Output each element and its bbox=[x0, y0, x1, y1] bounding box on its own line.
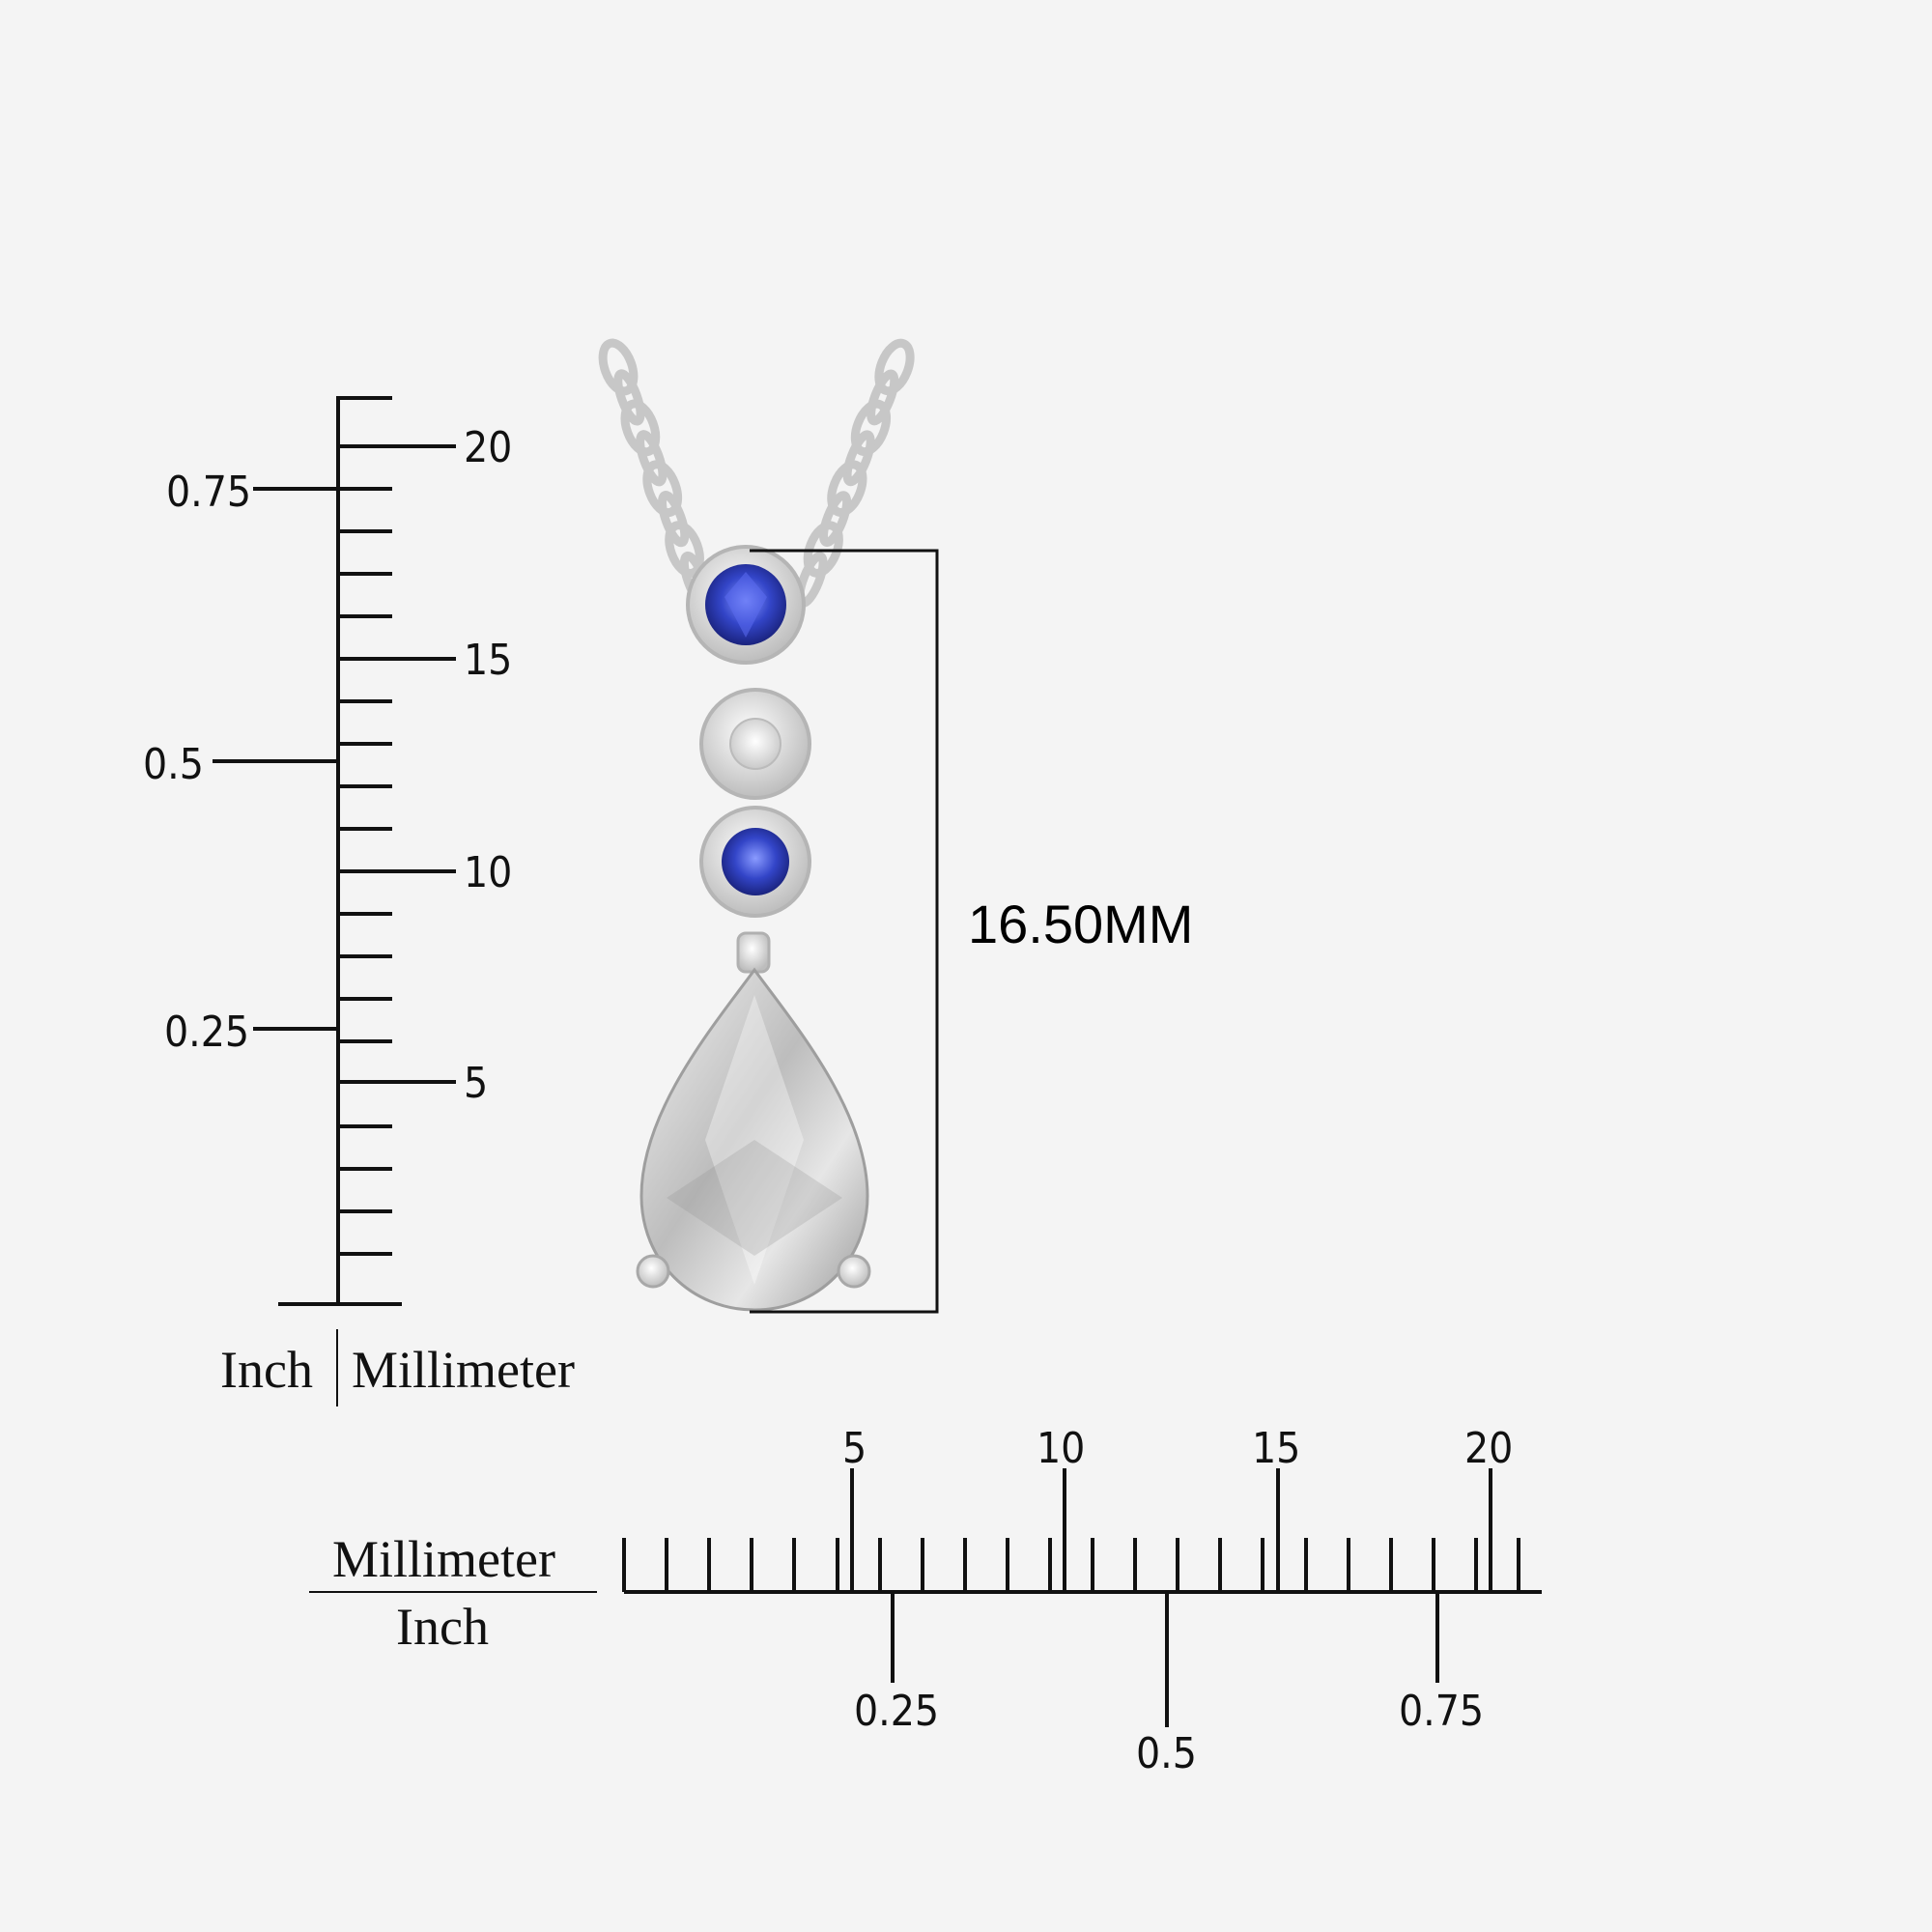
vertical-ruler-inch-label-025: 0.25 bbox=[164, 1008, 249, 1057]
dimension-bracket bbox=[750, 549, 939, 1314]
chain-link-right bbox=[827, 460, 867, 517]
lower-sapphire-stone bbox=[699, 806, 811, 918]
vertical-ruler-inch-label-05: 0.5 bbox=[143, 740, 204, 789]
horizontal-ruler-inch-label-075: 0.75 bbox=[1399, 1687, 1484, 1736]
vertical-ruler-mm-label-10: 10 bbox=[464, 848, 512, 897]
chain-link-left bbox=[665, 521, 704, 578]
vertical-ruler-mm-label-20: 20 bbox=[464, 423, 512, 472]
horizontal-ruler-unit-inch: Inch bbox=[396, 1598, 489, 1656]
chain-link-left bbox=[636, 430, 668, 487]
vertical-ruler-inch-label-075: 0.75 bbox=[166, 468, 251, 517]
horizontal-ruler-mm-label-15: 15 bbox=[1252, 1424, 1300, 1473]
vertical-ruler bbox=[213, 396, 456, 1306]
chain-link-right bbox=[803, 521, 843, 578]
horizontal-ruler-mm-ticks bbox=[622, 1538, 1520, 1592]
chain-link-left bbox=[620, 399, 661, 457]
middle-diamond-stone bbox=[699, 688, 811, 800]
chain-link-left bbox=[613, 369, 645, 426]
bail-connector bbox=[736, 931, 771, 974]
vertical-ruler-mm-label-15: 15 bbox=[464, 636, 512, 685]
vertical-ruler-mm-label-5: 5 bbox=[464, 1059, 488, 1108]
vertical-ruler-mm-ticks bbox=[338, 487, 392, 1256]
vertical-ruler-unit-millimeter: Millimeter bbox=[352, 1341, 575, 1399]
horizontal-ruler-mm-label-10: 10 bbox=[1037, 1424, 1085, 1473]
horizontal-ruler-mm-label-20: 20 bbox=[1464, 1424, 1513, 1473]
horizontal-ruler bbox=[622, 1468, 1542, 1727]
horizontal-ruler-inch-label-05: 0.5 bbox=[1136, 1729, 1197, 1778]
top-sapphire-stone bbox=[686, 545, 806, 665]
chain-link-left bbox=[642, 460, 683, 518]
horizontal-ruler-mm-label-5: 5 bbox=[842, 1424, 867, 1473]
vertical-ruler-unit-inch: Inch bbox=[220, 1341, 313, 1399]
dimension-label: 16.50MM bbox=[968, 894, 1193, 954]
horizontal-ruler-unit-millimeter: Millimeter bbox=[332, 1530, 555, 1588]
horizontal-ruler-labels: 5 10 15 20 0.25 0.5 0.75 bbox=[842, 1424, 1513, 1778]
chain-link-left bbox=[658, 491, 690, 548]
chain-link-right bbox=[850, 399, 892, 457]
horizontal-ruler-inch-label-025: 0.25 bbox=[854, 1687, 939, 1736]
chain-link-right bbox=[874, 338, 915, 396]
chain-link-right bbox=[819, 491, 852, 548]
chain-link-right bbox=[867, 369, 899, 426]
vertical-ruler-labels: 20 15 10 5 0.75 0.5 0.25 bbox=[143, 423, 512, 1108]
pear-diamond-stone bbox=[636, 967, 871, 1312]
chain-link-left bbox=[598, 338, 639, 396]
chain-link-right bbox=[842, 430, 875, 487]
pendant-illustration bbox=[598, 338, 915, 1312]
